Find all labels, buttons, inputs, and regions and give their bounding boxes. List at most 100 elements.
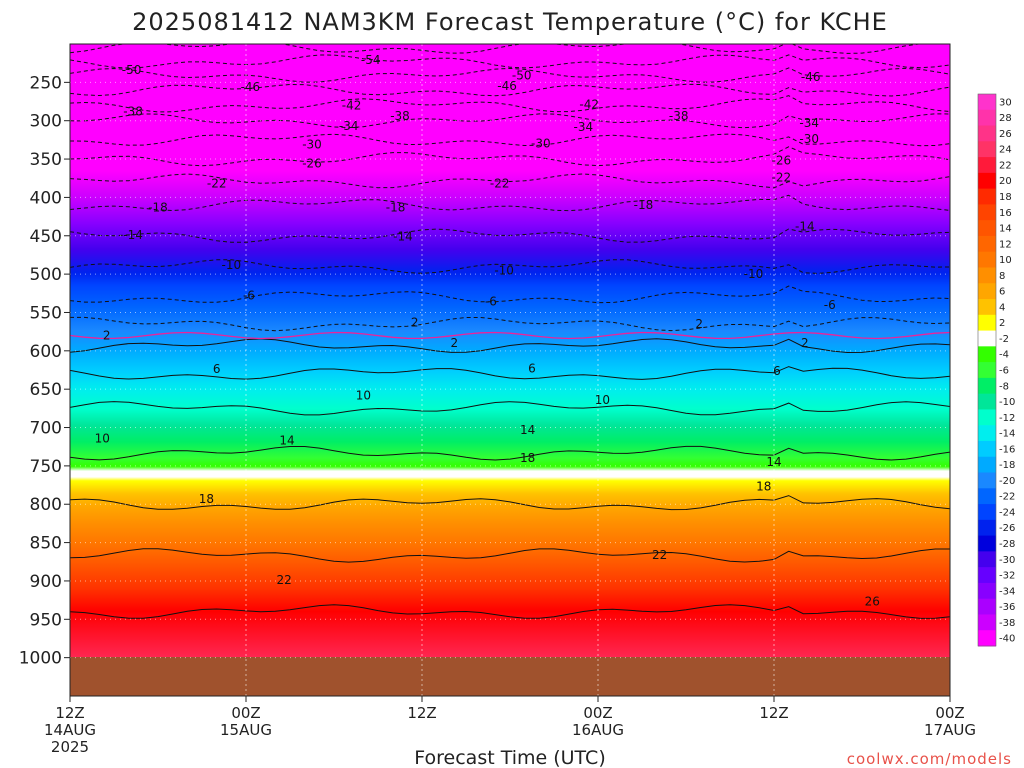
contour-line xyxy=(70,146,950,167)
colorbar-swatch xyxy=(978,283,996,300)
contour-label: 10 xyxy=(95,431,110,445)
colorbar-swatch xyxy=(978,125,996,142)
contour-line xyxy=(70,173,950,189)
contour-label: -46 xyxy=(801,70,821,84)
colorbar-label: 16 xyxy=(999,208,1012,219)
contour-line xyxy=(70,604,950,619)
colorbar-label: -8 xyxy=(999,381,1009,392)
gridlines xyxy=(70,44,950,696)
colorbar-label: 4 xyxy=(999,302,1005,313)
contour-label: 10 xyxy=(356,388,371,402)
contour-line xyxy=(70,133,950,147)
y-axis: 250 300 350 400 450 500 550 600 650 700 750 800 850 9… xyxy=(19,73,70,669)
contour-label: -50 xyxy=(512,68,532,82)
y-tick-label: 650 xyxy=(30,380,62,400)
y-tick-label: 300 xyxy=(30,112,62,132)
contour-label: -38 xyxy=(669,109,689,123)
contour-label: -10 xyxy=(744,267,764,281)
colorbar-swatch xyxy=(978,425,996,442)
colorbar-label: -24 xyxy=(999,507,1015,518)
contour-label: 18 xyxy=(199,492,214,506)
contour-label: -26 xyxy=(772,154,792,168)
contour-label: 14 xyxy=(279,434,294,448)
x-tick-label: 12Z xyxy=(759,704,788,722)
colorbar-label: -32 xyxy=(999,571,1015,582)
colorbar-label: -40 xyxy=(999,634,1015,645)
contour-line xyxy=(70,285,950,304)
contour-label: 2 xyxy=(801,336,809,350)
contour-label: 26 xyxy=(865,595,880,609)
contour-line xyxy=(70,548,950,563)
contour-line xyxy=(70,259,950,274)
colorbar-swatch xyxy=(978,598,996,615)
colorbar-label: 26 xyxy=(999,129,1012,140)
colorbar-label: 22 xyxy=(999,160,1012,171)
colorbar-label: 20 xyxy=(999,176,1012,187)
x-axis-title: Forecast Time (UTC) xyxy=(414,747,605,768)
contour-line xyxy=(70,316,950,332)
colorbar-label: -16 xyxy=(999,444,1015,455)
colorbar: 30 28 26 24 22 20 18 16 14 12 10 8 6 4 2 -2 -4 -6 -8 -10 -12… xyxy=(977,93,1015,647)
contour-line xyxy=(70,366,950,380)
contour-line xyxy=(70,338,950,354)
contour-line xyxy=(70,83,950,97)
contour-label: -14 xyxy=(393,230,413,244)
colorbar-label: -38 xyxy=(999,618,1015,629)
temperature-field xyxy=(70,44,950,696)
contour-label: 2 xyxy=(411,315,419,329)
y-tick-label: 400 xyxy=(30,188,62,208)
x-tick-label: 12Z xyxy=(55,704,84,722)
x-tick-label: 15AUG xyxy=(220,721,272,739)
colorbar-swatch xyxy=(978,440,996,458)
freezing-line xyxy=(70,331,950,340)
x-tick-label: 12Z xyxy=(407,704,436,722)
y-tick-label: 500 xyxy=(30,265,62,285)
colorbar-label: 6 xyxy=(999,287,1005,298)
colorbar-swatch xyxy=(978,235,996,253)
colorbar-label: -12 xyxy=(999,413,1015,424)
contour-label: -30 xyxy=(799,132,819,146)
contour-line xyxy=(70,194,950,212)
contour-label: 6 xyxy=(773,364,781,378)
colorbar-frame xyxy=(977,93,997,647)
colorbar-swatch xyxy=(978,377,996,395)
colorbar-swatch xyxy=(978,299,996,316)
colorbar-label: -34 xyxy=(999,586,1015,597)
colorbar-swatch xyxy=(978,567,996,584)
plot-frame xyxy=(69,43,951,697)
colorbar-label: -6 xyxy=(999,366,1009,377)
contour-label: -34 xyxy=(574,120,594,134)
contour-label: -6 xyxy=(485,295,497,309)
contour-line xyxy=(70,445,950,461)
colorbar-label: -18 xyxy=(999,460,1015,471)
colorbar-swatch xyxy=(978,330,996,347)
colorbar-label: -30 xyxy=(999,555,1015,566)
y-tick-label: 850 xyxy=(30,534,62,554)
y-tick-label: 600 xyxy=(30,342,62,362)
colorbar-swatch xyxy=(978,582,996,600)
colorbar-label: -2 xyxy=(999,334,1009,345)
contour-label: -42 xyxy=(579,98,599,112)
colorbar-swatch xyxy=(978,409,996,426)
colorbar-swatch xyxy=(978,251,996,268)
colorbar-swatch xyxy=(978,488,996,505)
colorbar-label: 8 xyxy=(999,271,1005,282)
y-tick-label: 550 xyxy=(30,303,62,323)
contour-line xyxy=(70,67,950,83)
colorbar-label: 18 xyxy=(999,192,1012,203)
contour-label: 2 xyxy=(450,336,458,350)
contour-label: 18 xyxy=(756,480,771,494)
y-tick-label: 950 xyxy=(30,610,62,630)
x-tick-label: 00Z xyxy=(583,704,612,722)
contour-label: -26 xyxy=(302,157,322,171)
y-tick-label: 750 xyxy=(30,457,62,477)
colorbar-swatch xyxy=(978,267,996,284)
colorbar-label: 2 xyxy=(999,318,1005,329)
contour-label: 14 xyxy=(766,455,781,469)
colorbar-swatch xyxy=(978,504,996,521)
colorbar-label: -20 xyxy=(999,476,1015,487)
contour-label: -34 xyxy=(339,119,359,133)
contour-label: 6 xyxy=(213,362,221,376)
colorbar-swatch xyxy=(978,314,996,332)
